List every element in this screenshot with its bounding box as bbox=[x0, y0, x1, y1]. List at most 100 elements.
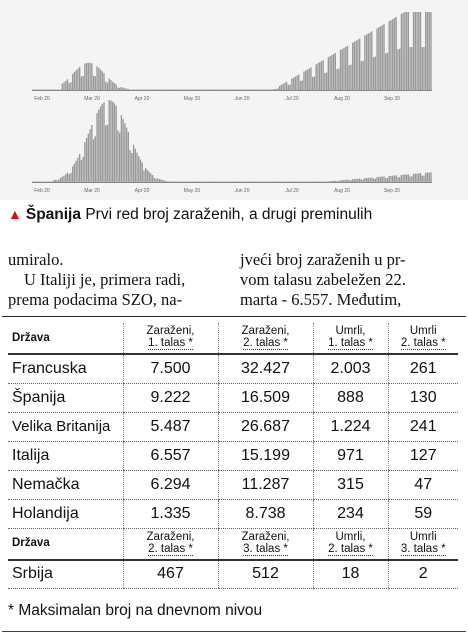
infected-chart-bar bbox=[152, 89, 154, 90]
deaths-chart-bar bbox=[266, 181, 269, 182]
deaths-chart-bar bbox=[167, 181, 170, 182]
deaths-chart-bar bbox=[365, 177, 368, 182]
infected-chart-tick-label: Apr 20 bbox=[135, 96, 150, 102]
infected-chart-bar bbox=[280, 84, 283, 90]
header-infected-wave1: Zaraženi, 1. talas * bbox=[122, 323, 218, 355]
infected-chart-bar bbox=[291, 78, 293, 90]
infected-chart-bar bbox=[412, 12, 415, 90]
infected-chart-bar bbox=[367, 33, 370, 90]
infected-chart-bar bbox=[84, 63, 86, 90]
deaths-chart-bar bbox=[414, 173, 416, 182]
deaths-chart-bar bbox=[98, 109, 100, 182]
deaths-chart-bar bbox=[202, 181, 204, 182]
infected-chart-bar bbox=[303, 71, 305, 90]
infected-chart-bar bbox=[198, 89, 201, 90]
deaths-chart-bar bbox=[277, 181, 279, 182]
deaths-chart-bar bbox=[367, 177, 370, 182]
deaths-chart-bar bbox=[430, 172, 432, 182]
infected-chart-bar bbox=[285, 81, 288, 90]
deaths-chart-bar bbox=[252, 181, 255, 182]
deaths-chart-bar bbox=[150, 173, 152, 182]
deaths-chart-bar bbox=[282, 181, 284, 182]
infected-chart-bar bbox=[317, 63, 319, 90]
deaths-chart-bar bbox=[145, 167, 147, 182]
infected-chart-bar bbox=[261, 89, 263, 90]
infected-chart-bar bbox=[85, 62, 88, 90]
infected-chart-bar bbox=[292, 77, 295, 90]
deaths-chart-bar bbox=[306, 181, 309, 182]
deaths-chart-bar bbox=[113, 103, 116, 182]
infected-chart-bar bbox=[320, 61, 323, 90]
infected-chart-bar bbox=[228, 89, 230, 90]
deaths-chart-bar bbox=[65, 174, 67, 182]
deaths-chart-bar bbox=[312, 181, 314, 182]
infected-chart-bar bbox=[306, 69, 309, 90]
deaths-chart-tick-label: May 20 bbox=[184, 188, 201, 194]
deaths-chart-bar bbox=[325, 181, 328, 182]
deaths-chart-bar bbox=[362, 179, 364, 182]
table-row: Nemačka 6.294 11.287 315 47 bbox=[8, 470, 458, 500]
infected-chart-bar bbox=[63, 82, 65, 90]
deaths-chart-bar bbox=[106, 124, 109, 182]
deaths-chart-bar bbox=[94, 136, 96, 182]
header-deaths-wave2: Umrli, 2. talas * bbox=[312, 528, 388, 561]
deaths-chart-bar bbox=[331, 181, 333, 182]
deaths-chart-bar bbox=[197, 181, 199, 182]
deaths-chart-bar bbox=[348, 180, 350, 182]
deaths-chart-bar bbox=[360, 179, 363, 182]
infected-chart-bar bbox=[334, 53, 336, 90]
deaths-chart-bar bbox=[315, 181, 317, 182]
deaths-chart-bar bbox=[268, 181, 270, 182]
deaths-chart-bar bbox=[127, 131, 130, 182]
row-value: 32.427 bbox=[217, 354, 313, 384]
header-infected-wave3: Zaraženi, 3. talas * bbox=[217, 528, 313, 561]
table-row: Francuska 7.500 32.427 2.003 261 bbox=[8, 354, 458, 384]
deaths-chart-bar bbox=[44, 181, 46, 182]
infected-chart-bar bbox=[219, 89, 222, 90]
deaths-chart-tick-label: Apr 20 bbox=[135, 188, 150, 194]
infected-chart-bar bbox=[37, 89, 39, 90]
deaths-chart-bar bbox=[378, 176, 380, 182]
deaths-chart-bar bbox=[298, 181, 300, 182]
header-deaths-wave1: Umrli, 1. talas * bbox=[312, 323, 388, 355]
deaths-chart-bar bbox=[339, 180, 342, 182]
infected-chart-bar bbox=[364, 35, 366, 90]
deaths-chart-bar bbox=[280, 181, 283, 182]
infected-chart-bar bbox=[238, 89, 241, 90]
deaths-chart-bar bbox=[336, 180, 338, 182]
infected-chart-bar bbox=[118, 87, 121, 90]
infected-chart-bar bbox=[59, 89, 62, 90]
infected-chart-bar bbox=[409, 47, 411, 90]
header-infected-wave2: Zaraženi, 2. talas * bbox=[122, 528, 218, 561]
deaths-chart-bar bbox=[397, 177, 399, 182]
deaths-chart-bar bbox=[320, 181, 323, 182]
deaths-chart-bar bbox=[407, 174, 410, 182]
infected-chart-bar bbox=[108, 78, 110, 90]
deaths-chart-bar bbox=[240, 181, 243, 182]
infected-chart-bar bbox=[352, 42, 354, 90]
deaths-chart-bar bbox=[318, 181, 321, 182]
row-value: 512 bbox=[217, 559, 313, 589]
deaths-chart-bar bbox=[392, 175, 394, 182]
deaths-chart-bar bbox=[270, 181, 272, 182]
deaths-chart-bar bbox=[345, 179, 347, 182]
statistics-table-wrapper: Država Zaraženi, 1. talas * Zaraženi, 2. t… bbox=[8, 323, 458, 589]
deaths-chart-bar bbox=[103, 102, 105, 182]
deaths-chart-tick-label: Sep 20 bbox=[384, 188, 400, 194]
deaths-chart-bar bbox=[73, 163, 76, 182]
infected-chart-bar bbox=[202, 89, 204, 90]
row-value: 1.224 bbox=[312, 412, 388, 442]
deaths-chart-bar bbox=[179, 181, 182, 182]
deaths-chart-bar bbox=[131, 152, 133, 182]
infected-chart-bar bbox=[226, 89, 229, 90]
infected-chart-bar bbox=[272, 89, 274, 90]
deaths-chart-bar bbox=[214, 181, 216, 182]
infected-chart-bar bbox=[127, 88, 130, 90]
deaths-chart-bar bbox=[284, 181, 286, 182]
infected-chart-bar bbox=[385, 53, 387, 90]
deaths-chart-bar bbox=[174, 181, 176, 182]
deaths-chart-bar bbox=[186, 181, 189, 182]
deaths-chart-bar bbox=[72, 166, 74, 182]
deaths-chart-bar bbox=[129, 149, 131, 182]
deaths-chart-tick-label: Aug 20 bbox=[334, 188, 350, 194]
